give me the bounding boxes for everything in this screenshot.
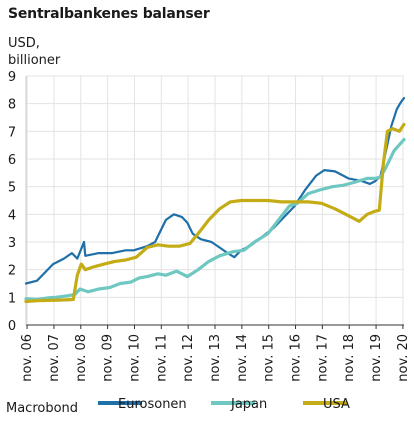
y-tick-label: 0 [8,319,16,334]
x-tick-label: nov. 08 [74,334,89,382]
x-tick-label: nov. 19 [369,334,384,382]
x-tick-label: nov. 10 [127,334,142,382]
y-tick-label: 5 [8,181,16,196]
grid-lines [26,75,404,326]
y-tick-label: 1 [8,291,16,306]
x-tick-label: nov. 15 [262,334,277,382]
series-line-usa [24,122,406,304]
y-tick-label: 7 [8,125,16,140]
legend: Eurosonen Japan USA [98,397,350,412]
chart-title: Sentralbankenes balanser [8,6,210,22]
y-tick-label: 8 [8,98,16,113]
y-tick-label: 2 [8,264,16,279]
source-label: Macrobond [6,401,79,416]
y-tick-labels: 0 1 2 3 4 5 6 7 8 9 [8,70,16,334]
y-tick-label: 3 [8,236,16,251]
y-axis-unit: USD, billioner [8,35,60,69]
y-axis-unit-line-1: USD, [8,36,40,51]
series-line-japan [24,138,406,302]
y-tick-label: 4 [8,208,16,223]
x-tick-label: nov. 13 [208,334,223,382]
x-tick-label: nov. 07 [47,334,62,382]
legend-label-usa: USA [323,397,350,412]
legend-label-japan: Japan [230,397,267,412]
series-line-eurosonen [24,97,406,285]
x-tick-labels: nov. 06 nov. 07 nov. 08 nov. 09 nov. 10 nov. … [20,334,411,382]
x-tick-label: nov. 14 [235,334,250,382]
x-tick-label: nov. 06 [20,334,35,382]
x-tick-label: nov. 18 [342,334,357,382]
x-tick-label: nov. 09 [101,334,116,382]
series-lines [24,97,406,304]
y-tick-label: 9 [8,70,16,85]
x-tick-label: nov. 11 [154,334,169,382]
x-tick-label: nov. 20 [396,334,411,382]
x-tick-label: nov. 12 [181,334,196,382]
legend-label-eurosonen: Eurosonen [118,397,187,412]
y-axis-unit-line-2: billioner [8,53,61,68]
y-tick-label: 6 [8,153,16,168]
x-tick-label: nov. 16 [289,334,304,382]
x-tick-label: nov. 17 [315,334,330,382]
